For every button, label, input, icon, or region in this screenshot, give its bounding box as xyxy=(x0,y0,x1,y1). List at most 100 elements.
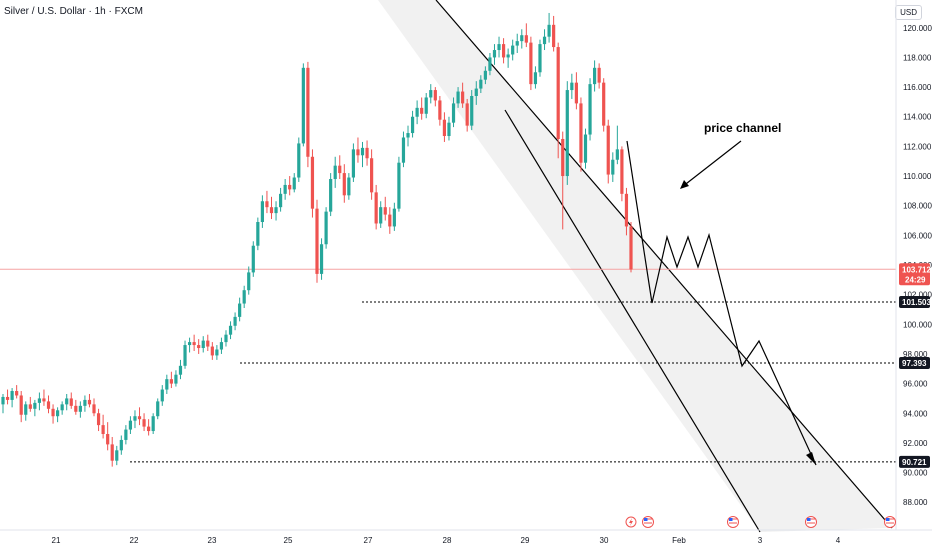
annotation: price channel xyxy=(680,121,781,189)
flag-canton xyxy=(729,518,733,521)
candle-body xyxy=(147,426,151,432)
price-tick: 110.000 xyxy=(903,172,932,181)
candle-body xyxy=(356,149,360,156)
candle-body xyxy=(342,173,346,196)
candle-body xyxy=(60,404,64,411)
candle-body xyxy=(174,374,178,384)
candle-body xyxy=(374,192,378,224)
candle-body xyxy=(629,226,633,270)
candle-body xyxy=(588,84,592,135)
price-tick: 92.000 xyxy=(903,439,928,448)
time-axis: 21 22 23 25 27 28 29 30 Feb 3 4 xyxy=(0,529,932,545)
candle-body xyxy=(410,116,415,134)
candle-body xyxy=(87,399,92,405)
candle-body xyxy=(160,389,164,402)
time-tick: 3 xyxy=(758,536,763,545)
candle-body xyxy=(301,67,305,144)
candle-body xyxy=(365,147,369,159)
countdown-label: 24:29 xyxy=(905,275,926,284)
candle-body xyxy=(297,143,301,178)
candle-body xyxy=(552,24,556,48)
candle-body xyxy=(333,165,337,180)
candle-body xyxy=(169,379,173,384)
candle-body xyxy=(65,398,69,405)
candle-body xyxy=(511,45,515,55)
candle-body xyxy=(310,156,315,209)
candle-body xyxy=(78,405,82,412)
candle-body xyxy=(565,90,569,177)
candle-body xyxy=(256,222,260,246)
candle-body xyxy=(110,444,114,461)
candle-body xyxy=(56,410,60,417)
level-badge xyxy=(899,296,930,309)
candle-body xyxy=(247,272,251,291)
candle-body xyxy=(33,402,37,409)
candle-body xyxy=(283,184,287,194)
candle-body xyxy=(388,214,392,227)
us-flag-event-icon[interactable] xyxy=(727,516,739,528)
candle-body xyxy=(442,119,447,137)
price-tick: 112.000 xyxy=(903,142,932,151)
us-flag-event-icon[interactable] xyxy=(805,516,817,528)
candle-body xyxy=(156,401,160,417)
channel-upper-line xyxy=(435,0,893,529)
candle-body xyxy=(556,47,560,139)
candle-body xyxy=(292,177,296,190)
candle-body xyxy=(606,125,610,175)
candle-body xyxy=(583,134,588,163)
time-tick: 21 xyxy=(52,536,61,545)
candle-body xyxy=(574,82,578,104)
time-tick: 27 xyxy=(364,536,373,545)
candle-body xyxy=(338,165,342,174)
level-badge xyxy=(899,455,930,468)
candle-body xyxy=(137,416,142,420)
us-flag-event-icon[interactable] xyxy=(642,516,654,528)
candle-body xyxy=(538,44,542,73)
price-tick: 114.000 xyxy=(903,113,932,122)
channel-fill xyxy=(378,0,892,532)
candle-body xyxy=(579,103,583,163)
flash-event-icon[interactable] xyxy=(625,516,637,528)
candle-body xyxy=(397,162,401,209)
flag-canton xyxy=(886,518,890,521)
candle-body xyxy=(438,100,442,120)
event-markers xyxy=(625,516,896,528)
annotation-arrow xyxy=(681,140,742,188)
candle-body xyxy=(251,245,255,273)
projection-path xyxy=(626,140,817,466)
time-tick: 28 xyxy=(443,536,452,545)
level-badge-label: 101.503 xyxy=(902,298,931,307)
level-badge-label: 97.393 xyxy=(902,359,927,368)
flag-canton xyxy=(644,518,648,521)
level-badge xyxy=(899,356,930,369)
candle-body xyxy=(415,107,419,117)
candle-body xyxy=(69,398,73,406)
candle-body xyxy=(5,396,10,400)
time-tick: 23 xyxy=(208,536,217,545)
candle-body xyxy=(592,67,597,85)
candle-body xyxy=(433,90,437,101)
candle-body xyxy=(224,334,228,343)
candle-body xyxy=(488,57,492,71)
price-tick: 98.000 xyxy=(903,350,928,359)
us-flag-event-icon[interactable] xyxy=(884,516,896,528)
candle-body xyxy=(151,416,155,432)
candle-body xyxy=(406,133,410,138)
candle-body xyxy=(201,340,205,349)
candle-body xyxy=(28,404,32,409)
candle-body xyxy=(1,396,5,405)
candle-body xyxy=(360,147,365,156)
candle-body xyxy=(133,416,137,421)
time-tick: 25 xyxy=(284,536,293,545)
time-tick: Feb xyxy=(672,536,686,545)
chart-title: Silver / U.S. Dollar · 1h · FXCM xyxy=(4,6,143,17)
price-axis: 88.000 90.000 92.000 94.000 96.000 98.000 100.… xyxy=(895,0,932,530)
candle-body xyxy=(215,349,219,356)
candle-body xyxy=(620,149,624,194)
current-price-label: 103.712 xyxy=(902,265,931,274)
candle-body xyxy=(96,413,101,426)
candle-body xyxy=(269,207,274,214)
candle-body xyxy=(515,41,519,46)
flag-canton xyxy=(807,518,811,521)
